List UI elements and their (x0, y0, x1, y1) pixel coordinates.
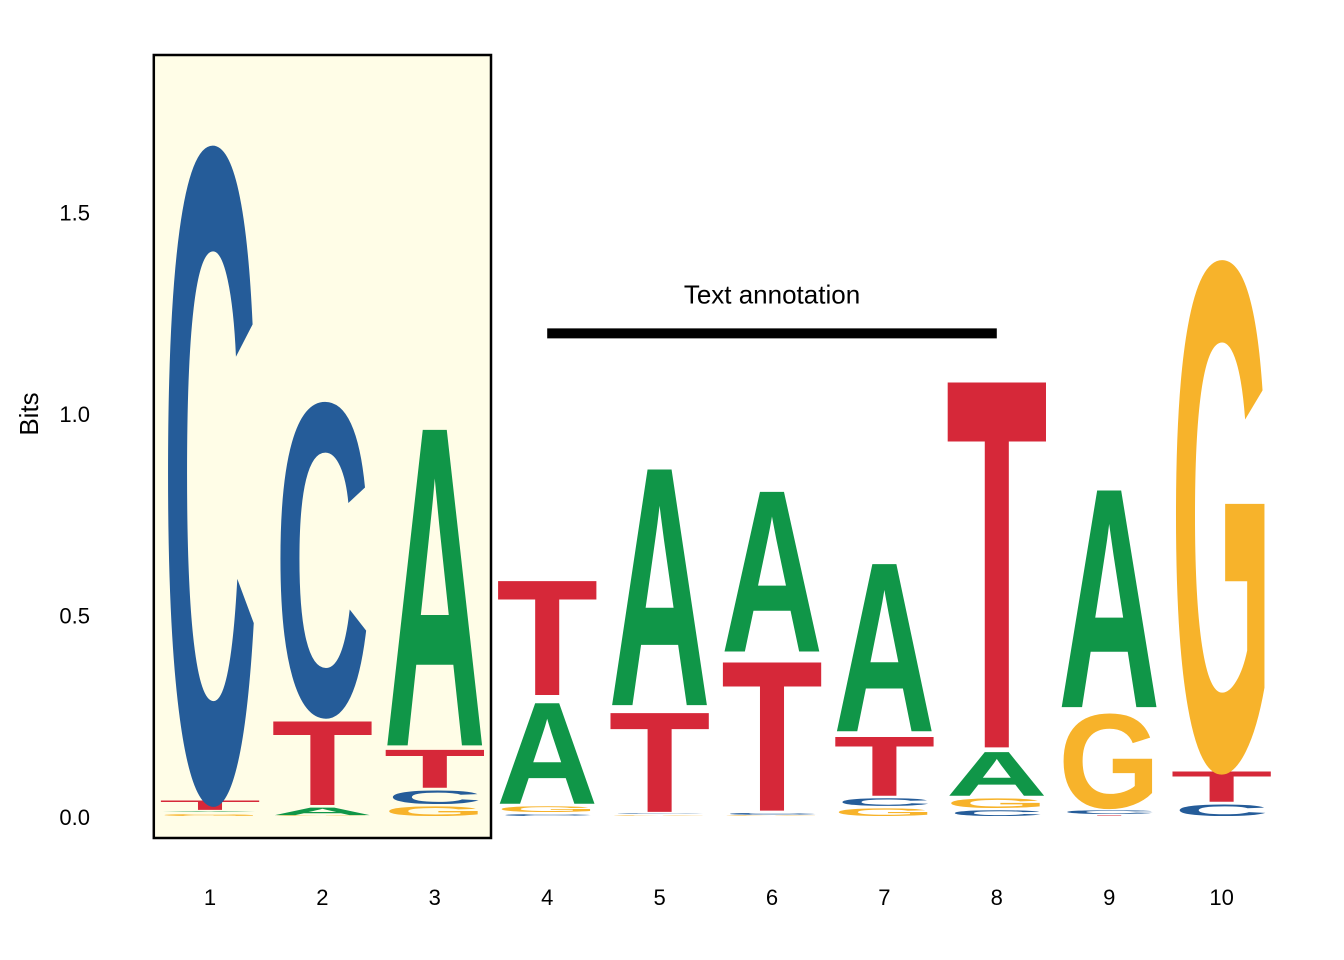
glyph-T-pos2: T (271, 695, 373, 831)
x-tick-label: 9 (1103, 885, 1115, 910)
glyph-C-pos9: C (1062, 809, 1157, 815)
glyph-T-pos10: T (1171, 762, 1273, 811)
glyph-T-pos4: T (496, 546, 598, 731)
annotation-text: Text annotation (684, 279, 860, 309)
glyph-A-pos1: A (159, 811, 261, 812)
highlight-box (152, 53, 493, 840)
glyph-T-pos9: T (1058, 815, 1160, 816)
y-tick-label: 1.5 (59, 201, 90, 226)
glyph-A-pos6: A (721, 441, 823, 701)
glyph-T-pos1: T (159, 798, 261, 813)
glyph-G-pos8: G (946, 796, 1048, 811)
x-tick-label: 3 (429, 885, 441, 910)
glyph-A-pos7: A (833, 512, 935, 783)
glyph-C-pos6: C (725, 812, 820, 815)
glyph-C-pos8: C (949, 809, 1044, 818)
glyph-T-pos3: T (384, 738, 486, 800)
x-tick-label: 5 (653, 885, 665, 910)
glyph-G-pos2: G (271, 815, 373, 816)
glyph-A-pos3: A (384, 330, 486, 842)
x-tick-label: 6 (766, 885, 778, 910)
x-tick-label: 8 (991, 885, 1003, 910)
glyph-T-pos6: T (721, 616, 823, 856)
glyph-C-pos2: C (275, 309, 370, 810)
glyph-A-pos5: A (609, 395, 711, 778)
y-axis: 0.0 0.5 1.0 1.5 (59, 201, 90, 831)
glyph-C-pos5: C (612, 813, 707, 814)
glyph-C-pos7: C (837, 796, 932, 808)
x-tick-label: 2 (316, 885, 328, 910)
glyph-G-pos9: G (1058, 686, 1160, 837)
glyph-G-pos3: G (384, 804, 486, 819)
x-tick-label: 1 (204, 885, 216, 910)
y-axis-title: Bits (14, 392, 44, 435)
glyph-G-pos4: G (496, 805, 598, 814)
y-tick-label: 1.0 (59, 402, 90, 427)
glyph-A-pos9: A (1058, 422, 1160, 774)
glyph-G-pos10: G (1171, 109, 1273, 922)
x-tick-label: 10 (1209, 885, 1233, 910)
glyph-A-pos8: A (946, 739, 1048, 810)
glyph-T-pos8: T (946, 269, 1048, 861)
glyph-G-pos7: G (833, 806, 935, 818)
glyph-C-pos4: C (500, 814, 595, 817)
glyph-T-pos5: T (609, 682, 711, 842)
y-tick-label: 0.0 (59, 805, 90, 830)
glyph-A-pos4: A (496, 673, 598, 836)
glyph-T-pos7: T (833, 719, 935, 814)
y-tick-label: 0.5 (59, 604, 90, 629)
glyph-G-pos5: G (609, 815, 711, 816)
glyph-A-pos2: A (271, 805, 373, 817)
glyph-G-pos1: G (159, 814, 261, 817)
glyph-C-pos1: C (163, 0, 258, 960)
glyph-C-pos3: C (387, 786, 482, 807)
glyph-C-pos10: C (1174, 801, 1269, 819)
x-tick-label: 7 (878, 885, 890, 910)
glyph-G-pos6: G (721, 815, 823, 816)
x-axis: 1 2 3 4 5 6 7 8 9 10 (204, 885, 1234, 910)
x-tick-label: 4 (541, 885, 553, 910)
